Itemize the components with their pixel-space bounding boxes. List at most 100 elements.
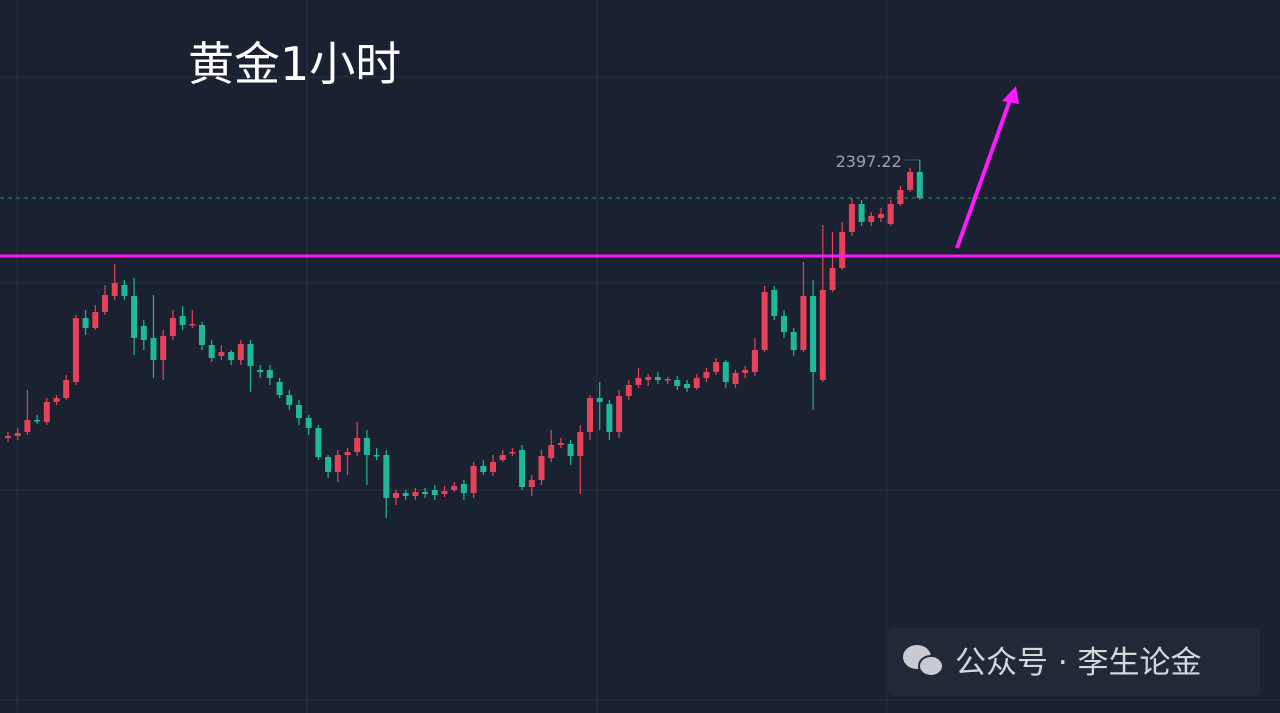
candle-body	[616, 396, 623, 432]
candle-body	[693, 378, 700, 388]
candle-body	[858, 204, 865, 222]
candle-body	[819, 290, 826, 380]
candle-body	[354, 438, 361, 452]
candle-body	[732, 373, 739, 384]
candle-body	[334, 455, 341, 472]
candle-body	[72, 318, 79, 382]
candle-body	[363, 438, 370, 455]
candle-body	[703, 372, 710, 378]
candle-body	[344, 452, 351, 455]
candle-body	[480, 466, 487, 472]
candle-body	[548, 445, 555, 458]
candle-body	[140, 326, 147, 340]
candle-body	[393, 493, 399, 498]
candle-body	[305, 418, 312, 428]
candle-body	[451, 486, 458, 490]
high-label: 2397.22	[836, 152, 902, 171]
candle-body	[150, 338, 157, 360]
candle-body	[713, 362, 720, 372]
candle-body	[567, 444, 574, 456]
arrow-shaft	[955, 99, 1012, 249]
candle-body	[169, 318, 176, 336]
candles	[5, 160, 923, 518]
candle-body	[276, 382, 283, 395]
candle-body	[868, 216, 875, 222]
candle-body	[771, 290, 778, 316]
candle-body	[848, 204, 855, 232]
candle-body	[674, 380, 681, 386]
candle-body	[102, 295, 108, 312]
candle-body	[829, 268, 836, 290]
candle-body	[625, 385, 632, 396]
candle-body	[742, 370, 749, 373]
candle-body	[286, 395, 293, 405]
candle-body	[499, 455, 506, 460]
candle-body	[878, 214, 884, 218]
candle-body	[315, 428, 322, 457]
candle-body	[577, 432, 584, 456]
watermark-bg	[888, 628, 1260, 696]
candle-body	[199, 325, 205, 345]
candle-body	[121, 285, 128, 296]
candle-body	[790, 332, 797, 350]
candle-body	[383, 455, 390, 498]
candle-body	[218, 352, 225, 356]
candle-body	[587, 398, 593, 432]
candle-body	[810, 296, 817, 372]
candle-body	[160, 336, 167, 360]
candle-body	[751, 350, 758, 372]
candle-body	[781, 316, 787, 332]
candle-body	[528, 480, 535, 487]
arrow	[955, 86, 1019, 249]
candle-body	[208, 345, 215, 358]
candle-body	[645, 377, 652, 380]
candle-body	[179, 316, 186, 325]
candle-body	[606, 404, 613, 432]
candle-body	[470, 466, 477, 493]
chart-title: 黄金1小时	[188, 37, 401, 91]
candle-body	[24, 420, 31, 432]
candle-body	[722, 362, 729, 382]
candle-body	[839, 232, 846, 268]
candle-body	[257, 370, 264, 372]
candle-body	[373, 455, 380, 457]
candle-body	[247, 344, 254, 366]
watermark: 公众号 · 李生论金	[888, 628, 1260, 696]
arrow-head	[1002, 86, 1019, 104]
candle-body	[422, 492, 429, 494]
candle-body	[684, 384, 690, 388]
candle-body	[557, 443, 564, 445]
candle-body	[431, 490, 438, 495]
candle-body	[237, 344, 244, 360]
candle-body	[63, 380, 70, 398]
candle-body	[43, 402, 50, 422]
candle-body	[441, 491, 448, 494]
candle-body	[53, 398, 60, 402]
candle-body	[916, 172, 923, 198]
candle-body	[228, 352, 235, 360]
candle-body	[538, 456, 545, 480]
candle-body	[266, 370, 273, 378]
candle-body	[131, 296, 138, 338]
candle-body	[519, 450, 526, 487]
candle-body	[325, 457, 332, 472]
wechat-icon	[918, 655, 944, 677]
candle-body	[654, 377, 661, 380]
candle-body	[189, 324, 196, 326]
candle-body	[460, 484, 467, 493]
candle-body	[34, 420, 41, 422]
candle-body	[664, 379, 671, 381]
candle-body	[509, 452, 516, 454]
candle-body	[296, 405, 302, 418]
candle-body	[111, 283, 118, 296]
candle-body	[5, 436, 11, 438]
candle-body	[761, 292, 768, 350]
candle-body	[402, 493, 409, 496]
candle-body	[412, 492, 419, 496]
candle-body	[907, 172, 914, 190]
candle-body	[14, 433, 21, 436]
candle-body	[82, 318, 89, 328]
